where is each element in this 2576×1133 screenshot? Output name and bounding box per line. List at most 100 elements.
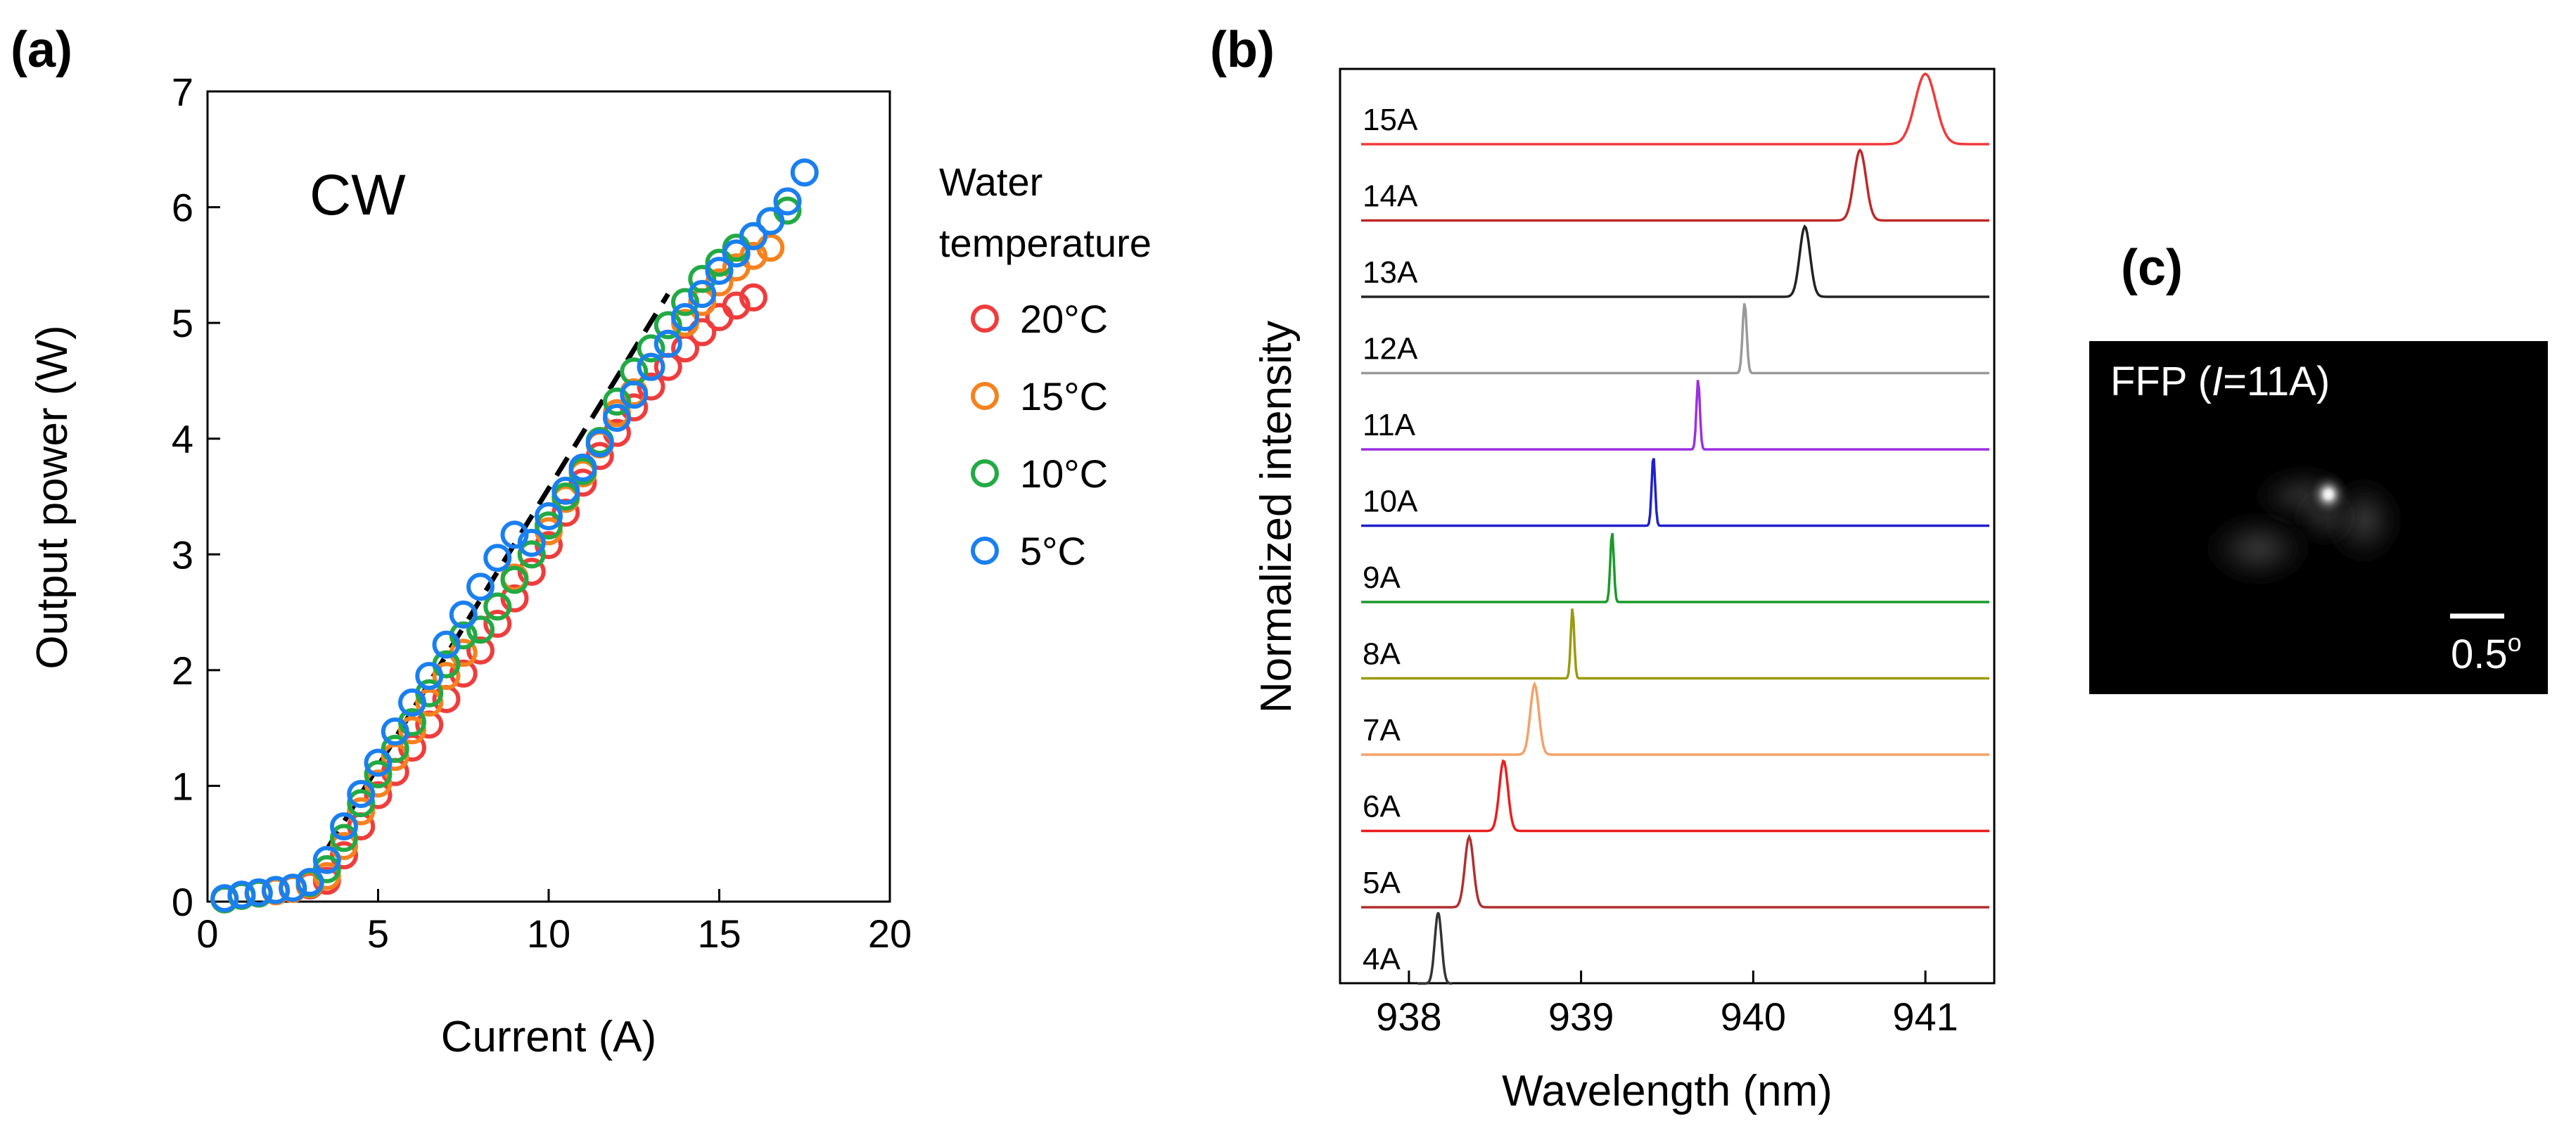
- y-tick-label: 1: [172, 764, 193, 808]
- spectrum-13A: [1361, 224, 1989, 298]
- spectrum-label-9A: 9A: [1363, 561, 1401, 595]
- spectrum-15A: [1361, 72, 1989, 146]
- data-point: [671, 302, 699, 331]
- y-tick-label: 6: [172, 186, 193, 230]
- data-point: [398, 716, 426, 745]
- data-point: [603, 388, 631, 416]
- legend: Water temperature 20°C 15°C 10°C 5°C: [939, 160, 1152, 573]
- data-point: [739, 283, 767, 312]
- data-point: [330, 841, 358, 870]
- legend-marker-20c: [971, 305, 999, 333]
- data-point: [653, 311, 682, 340]
- data-point: [364, 760, 393, 788]
- y-tick-label: 2: [172, 648, 193, 693]
- spectrum-12A: [1361, 303, 1989, 375]
- y-tick-label: 3: [172, 532, 193, 577]
- data-point: [432, 630, 461, 659]
- x-tick-label: 0: [196, 911, 218, 956]
- data-point: [517, 557, 546, 586]
- x-tick-label: 940: [1721, 994, 1786, 1039]
- data-point: [381, 717, 409, 746]
- data-point: [568, 468, 597, 497]
- x-tick-label: 5: [367, 911, 389, 956]
- data-point: [790, 158, 819, 187]
- spectrum-label-12A: 12A: [1363, 332, 1418, 366]
- data-point: [653, 329, 682, 358]
- y-tick-label: 0: [172, 880, 193, 924]
- x-tick-label: 20: [868, 911, 912, 956]
- data-point: [347, 779, 376, 808]
- spectrum-5A: [1361, 833, 1989, 909]
- data-point: [364, 781, 393, 809]
- data-point: [415, 662, 444, 691]
- data-point: [637, 352, 665, 381]
- spectrum-label-5A: 5A: [1363, 866, 1401, 900]
- data-point: [773, 187, 802, 216]
- y-tick-label: 4: [172, 417, 193, 461]
- spectrum-4A: [1417, 911, 1453, 985]
- data-point: [330, 832, 358, 861]
- data-point: [347, 797, 376, 826]
- legend-label-20c: 20°C: [1020, 297, 1108, 341]
- spectrum-6A: [1361, 759, 1989, 833]
- spectrum-7A: [1361, 681, 1989, 756]
- x-tick-label: 938: [1376, 994, 1441, 1039]
- panel-a: (a) 0 5 10 15 20 0 1 2 3 4 5 6 7 CW Current (A) Out…: [11, 22, 1152, 1061]
- data-point: [756, 207, 785, 236]
- x-tick-label: 939: [1548, 994, 1614, 1039]
- data-point: [466, 572, 495, 601]
- spectrum-label-8A: 8A: [1363, 637, 1401, 672]
- data-point: [500, 520, 529, 549]
- data-point: [364, 748, 393, 777]
- data-point: [415, 688, 444, 717]
- data-point: [739, 241, 767, 270]
- spectrum-label-10A: 10A: [1363, 485, 1418, 519]
- legend-label-15c: 15°C: [1020, 374, 1108, 418]
- data-point: [671, 288, 699, 316]
- legend-label-5c: 5°C: [1020, 529, 1086, 573]
- data-point: [330, 824, 358, 852]
- data-point: [262, 876, 290, 904]
- data-point: [210, 884, 239, 913]
- legend-marker-10c: [971, 459, 999, 487]
- data-point: [603, 404, 631, 433]
- data-point: [535, 501, 563, 530]
- panel-a-y-ticks: 0 1 2 3 4 5 6 7: [172, 70, 220, 924]
- spectrum-8A: [1361, 608, 1989, 680]
- panel-a-x-ticks: 0 5 10 15 20: [196, 889, 912, 956]
- spectrum-10A: [1361, 458, 1989, 527]
- data-point: [568, 453, 597, 482]
- x-axis-title-current: Current (A): [441, 1013, 657, 1061]
- data-point: [688, 280, 717, 308]
- x-tick-label: 10: [527, 911, 570, 956]
- data-point: [517, 528, 546, 557]
- data-point: [312, 845, 341, 874]
- data-point: [688, 264, 717, 293]
- panel-b-frame: [1339, 68, 1996, 985]
- data-point: [722, 291, 751, 320]
- panel-b-x-ticks: 938 939 940 941: [1376, 971, 1958, 1039]
- data-point: [483, 610, 512, 639]
- ffp-title: FFP (I=11A): [2110, 359, 2330, 404]
- y-axis-title-output-power: Output power (W): [28, 325, 77, 669]
- y-tick-label: 5: [172, 301, 193, 345]
- x-tick-label: 15: [697, 911, 741, 956]
- data-point: [585, 429, 614, 458]
- data-point: [432, 662, 461, 691]
- ffp-scale-label: 0.5o: [2451, 628, 2522, 677]
- data-point: [398, 688, 426, 717]
- data-point: [637, 372, 665, 401]
- data-point: [620, 380, 649, 409]
- data-point: [244, 878, 273, 907]
- cw-annotation: CW: [310, 163, 406, 227]
- spectrum-label-7A: 7A: [1363, 713, 1401, 748]
- data-point: [637, 334, 665, 363]
- data-point: [483, 544, 512, 572]
- data-point: [500, 584, 529, 613]
- data-point: [705, 257, 734, 286]
- legend-title-line-1: Water: [939, 160, 1042, 204]
- data-point: [330, 812, 358, 841]
- panel-c: (c) FFP (I=11A) 0.5o: [2089, 240, 2548, 694]
